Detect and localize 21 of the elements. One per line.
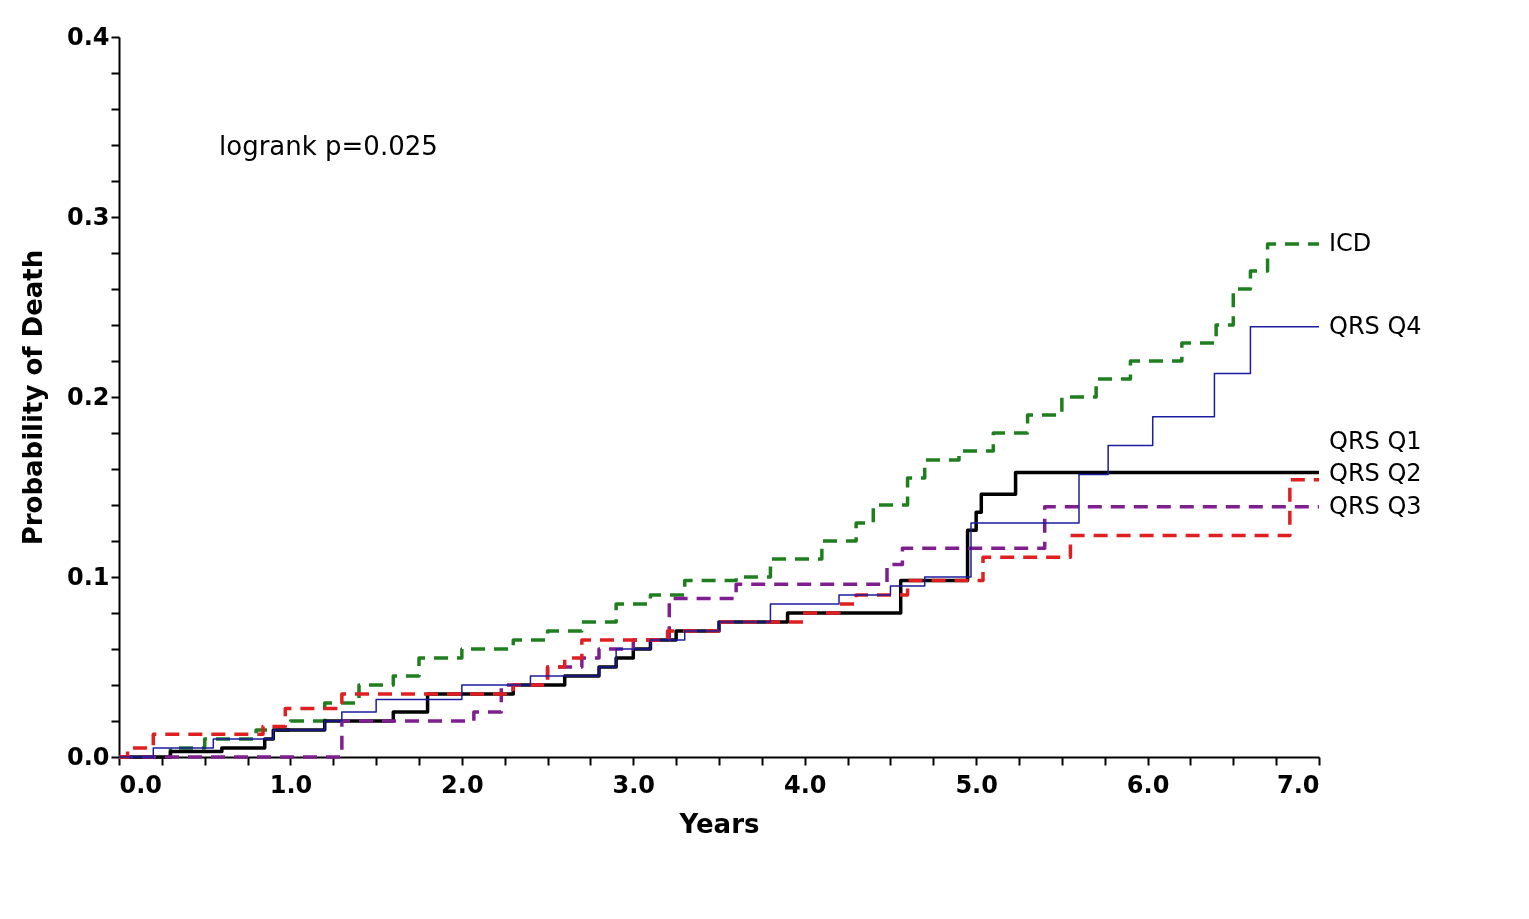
y-axis-title: Probability of Death	[17, 249, 48, 546]
x-tick-label: 1.0	[269, 770, 313, 799]
x-tick-label: 0.0	[119, 770, 163, 799]
series-label: QRS Q4	[1329, 311, 1422, 340]
y-tick-label: 0.1	[66, 562, 110, 591]
x-tick-label: 4.0	[783, 770, 827, 799]
x-axis-title: Years	[678, 808, 760, 839]
y-tick-label: 0.0	[66, 742, 110, 771]
x-tick-label: 5.0	[955, 770, 998, 799]
series-label: QRS Q1	[1329, 427, 1422, 455]
series-label: QRS Q3	[1329, 491, 1422, 520]
x-tick-label: 2.0	[441, 770, 484, 799]
x-tick-label: 6.0	[1126, 770, 1170, 799]
series-label: QRS Q2	[1329, 459, 1422, 488]
annotation: logrank p=0.025	[219, 131, 438, 161]
series-label: ICD	[1329, 229, 1372, 257]
x-tick-label: 7.0	[1276, 770, 1320, 799]
y-tick-label: 0.3	[66, 202, 110, 231]
y-tick-label: 0.2	[66, 382, 110, 411]
x-tick-label: 3.0	[612, 770, 656, 799]
y-tick-label: 0.4	[66, 22, 110, 51]
